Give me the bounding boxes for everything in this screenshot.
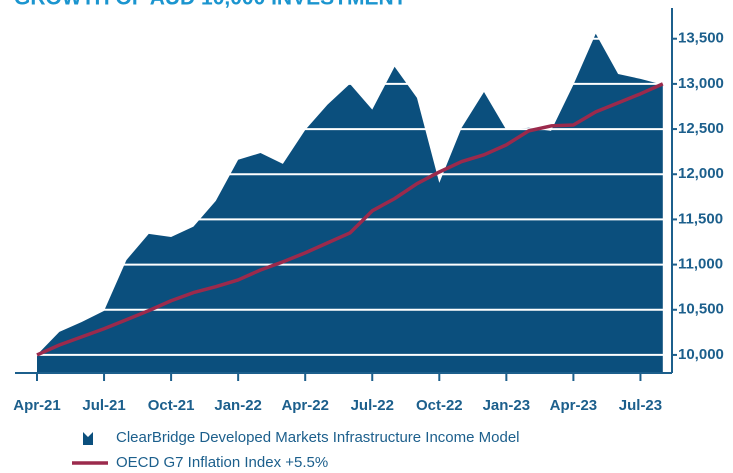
x-tick-label: Oct-22 <box>416 397 463 414</box>
y-tick-label: 11,500 <box>678 210 723 227</box>
x-tick-label: Apr-22 <box>281 397 329 414</box>
y-tick-label: 12,000 <box>678 165 724 182</box>
y-tick-label: 13,000 <box>678 75 724 92</box>
legend-label: ClearBridge Developed Markets Infrastruc… <box>116 429 520 446</box>
y-tick-label: 10,500 <box>678 301 724 318</box>
y-tick-label: 11,000 <box>678 256 723 273</box>
area <box>37 33 663 373</box>
legend-swatch <box>83 432 93 445</box>
legend-label: OECD G7 Inflation Index +5.5% <box>116 454 328 471</box>
x-tick-label: Jul-22 <box>351 397 394 414</box>
x-tick-label: Jan-22 <box>214 397 262 414</box>
chart-title: GROWTH OF AUD 10,000 INVESTMENT <box>14 0 407 10</box>
x-tick-label: Jul-23 <box>619 397 662 414</box>
x-tick-label: Jul-21 <box>82 397 125 414</box>
line <box>36 82 664 357</box>
x-tick-label: Jan-23 <box>483 397 531 414</box>
y-tick-label: 12,500 <box>678 120 724 137</box>
x-tick-label: Apr-21 <box>13 397 61 414</box>
x-tick-label: Oct-21 <box>148 397 195 414</box>
x-tick-label: Apr-23 <box>550 397 598 414</box>
y-tick-label: 10,000 <box>678 346 724 363</box>
y-tick-label: 13,500 <box>678 30 724 47</box>
